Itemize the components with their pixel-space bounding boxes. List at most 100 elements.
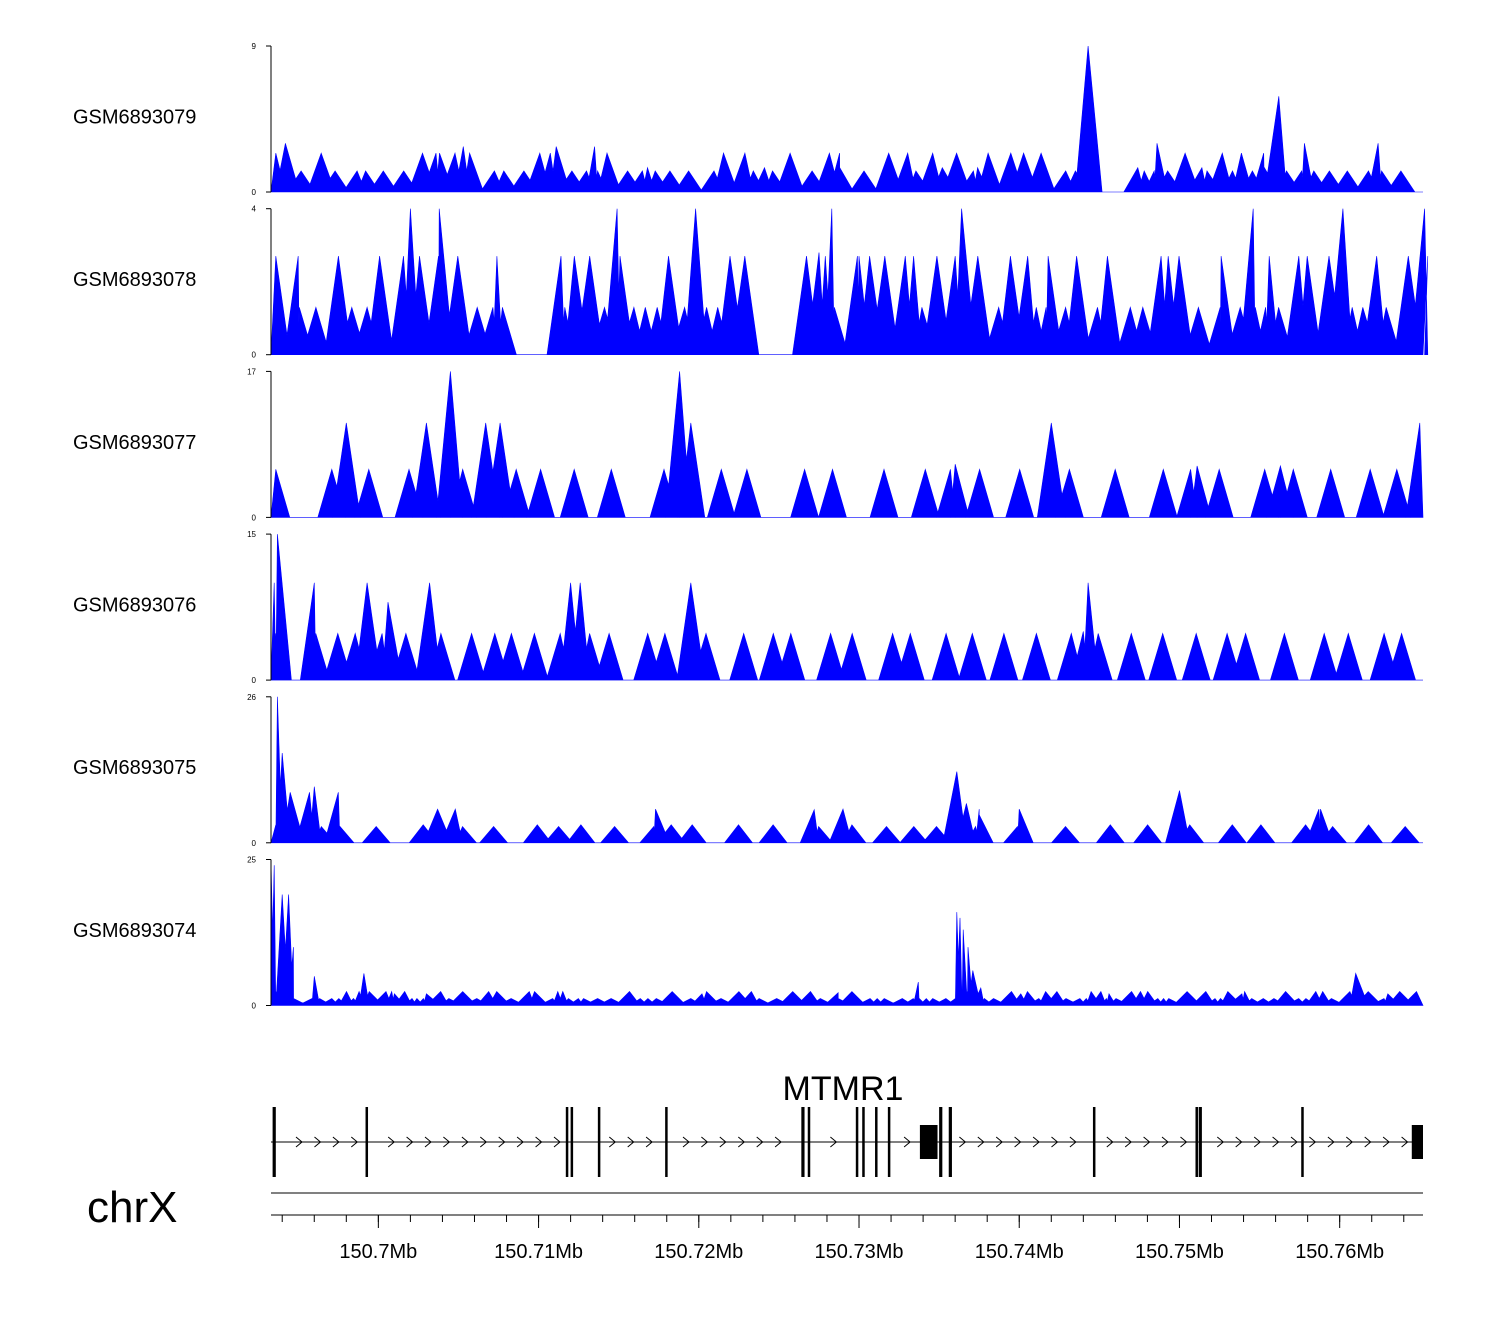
strand-arrow — [1364, 1136, 1372, 1148]
y-tick-label: 0 — [252, 351, 257, 360]
strand-arrow — [1143, 1136, 1151, 1148]
strand-arrow — [1401, 1136, 1409, 1148]
coverage-area — [270, 859, 1424, 1006]
coverage-area — [270, 208, 1429, 355]
strand-arrow — [645, 1136, 653, 1148]
gene-name-label: MTMR1 — [783, 1070, 904, 1108]
axis-tick-label: 150.73Mb — [815, 1241, 904, 1263]
coverage-area — [270, 696, 1423, 844]
exon-block — [570, 1107, 574, 1177]
exon-block — [665, 1107, 668, 1177]
exon-block — [365, 1107, 369, 1177]
strand-arrow — [1032, 1136, 1040, 1148]
strand-arrow — [682, 1136, 690, 1148]
exon-block — [597, 1107, 601, 1177]
gene-track: MTMR1 — [271, 1070, 1423, 1177]
track-label: GSM6893075 — [73, 757, 196, 779]
strand-arrow — [295, 1136, 303, 1148]
strand-arrow — [1014, 1136, 1022, 1148]
exon-block — [939, 1107, 943, 1177]
y-tick-label: 25 — [247, 856, 256, 865]
strand-arrow — [1069, 1136, 1077, 1148]
strand-arrow — [774, 1136, 782, 1148]
strand-arrow — [903, 1136, 911, 1148]
axis-tick-label: 150.74Mb — [975, 1241, 1064, 1263]
strand-arrow — [332, 1136, 340, 1148]
strand-arrow — [479, 1136, 488, 1148]
strand-arrow — [387, 1136, 395, 1148]
coverage-track: 17 0 GSM6893077 — [73, 367, 1424, 522]
y-tick-label: 15 — [247, 530, 256, 539]
y-tick-label: 26 — [247, 693, 256, 702]
axis-tick-label: 150.75Mb — [1135, 1241, 1224, 1263]
exon-block — [887, 1107, 891, 1177]
strand-arrow — [959, 1136, 967, 1148]
y-tick-label: 17 — [247, 367, 256, 376]
strand-arrow — [608, 1136, 617, 1148]
exon-block — [875, 1107, 878, 1177]
exon-block — [855, 1107, 859, 1177]
exon-block — [948, 1107, 952, 1177]
strand-arrow — [1161, 1136, 1169, 1148]
coverage-area — [270, 534, 1423, 681]
strand-arrow — [627, 1136, 635, 1148]
exon-block — [1411, 1125, 1423, 1159]
strand-arrow — [350, 1136, 359, 1148]
strand-arrow — [701, 1136, 709, 1148]
strand-arrow — [737, 1136, 746, 1148]
strand-arrow — [977, 1136, 985, 1148]
y-tick-label: 0 — [252, 513, 257, 522]
strand-arrow — [1051, 1136, 1059, 1148]
axis-tick-label: 150.72Mb — [654, 1241, 743, 1263]
genome-axis: chrX 150.7Mb 150.71Mb 150.72Mb 150.73Mb 150.… — [87, 1183, 1423, 1263]
exon-block — [272, 1107, 276, 1177]
strand-arrow — [516, 1136, 524, 1148]
track-label: GSM6893076 — [73, 594, 196, 616]
axis-tick-label: 150.7Mb — [339, 1241, 417, 1263]
axis-tick-label: 150.76Mb — [1295, 1241, 1384, 1263]
y-tick-label: 9 — [252, 42, 257, 51]
strand-arrow — [406, 1136, 414, 1148]
exon-block — [919, 1125, 938, 1159]
strand-arrow — [719, 1136, 727, 1148]
exon-block — [1092, 1107, 1096, 1177]
exon-block — [862, 1107, 865, 1177]
strand-arrow — [1216, 1136, 1225, 1148]
y-tick-label: 0 — [252, 1002, 257, 1011]
strand-arrow — [1180, 1136, 1188, 1148]
coverage-track: 15 0 GSM6893076 — [73, 530, 1423, 685]
strand-arrow — [443, 1136, 451, 1148]
strand-arrow — [461, 1136, 469, 1148]
strand-arrow — [1345, 1136, 1354, 1148]
strand-arrow — [424, 1136, 432, 1148]
strand-arrow — [1253, 1136, 1261, 1148]
track-label: GSM6893077 — [73, 432, 196, 454]
coverage-tracks: 9 0 GSM6893079 4 0 GSM6893078 17 0 GSM6893077 15 0… — [73, 42, 1429, 1011]
coverage-area — [270, 371, 1424, 518]
strand-arrow — [1290, 1136, 1298, 1148]
strand-arrow — [1309, 1136, 1317, 1148]
coverage-track: 25 0 GSM6893074 — [73, 856, 1424, 1011]
strand-arrow — [1106, 1136, 1114, 1148]
strand-arrow — [1327, 1136, 1335, 1148]
strand-arrow — [1235, 1136, 1243, 1148]
exon-block — [1198, 1107, 1202, 1177]
strand-arrow — [1272, 1136, 1280, 1148]
strand-arrow — [553, 1136, 561, 1148]
track-label: GSM6893078 — [73, 269, 196, 291]
y-tick-label: 4 — [252, 205, 257, 214]
coverage-area — [270, 45, 1423, 193]
y-tick-label: 0 — [252, 676, 257, 685]
coverage-track: 26 0 GSM6893075 — [73, 693, 1423, 848]
exon-block — [807, 1107, 811, 1177]
strand-arrow — [1124, 1136, 1132, 1148]
strand-arrow — [535, 1136, 543, 1148]
strand-arrow — [498, 1136, 506, 1148]
coverage-track: 4 0 GSM6893078 — [73, 205, 1429, 360]
coverage-track: 9 0 GSM6893079 — [73, 42, 1423, 197]
strand-arrow — [830, 1136, 838, 1148]
exon-block — [1301, 1107, 1304, 1177]
exon-block — [565, 1107, 569, 1177]
y-tick-label: 0 — [252, 188, 257, 197]
